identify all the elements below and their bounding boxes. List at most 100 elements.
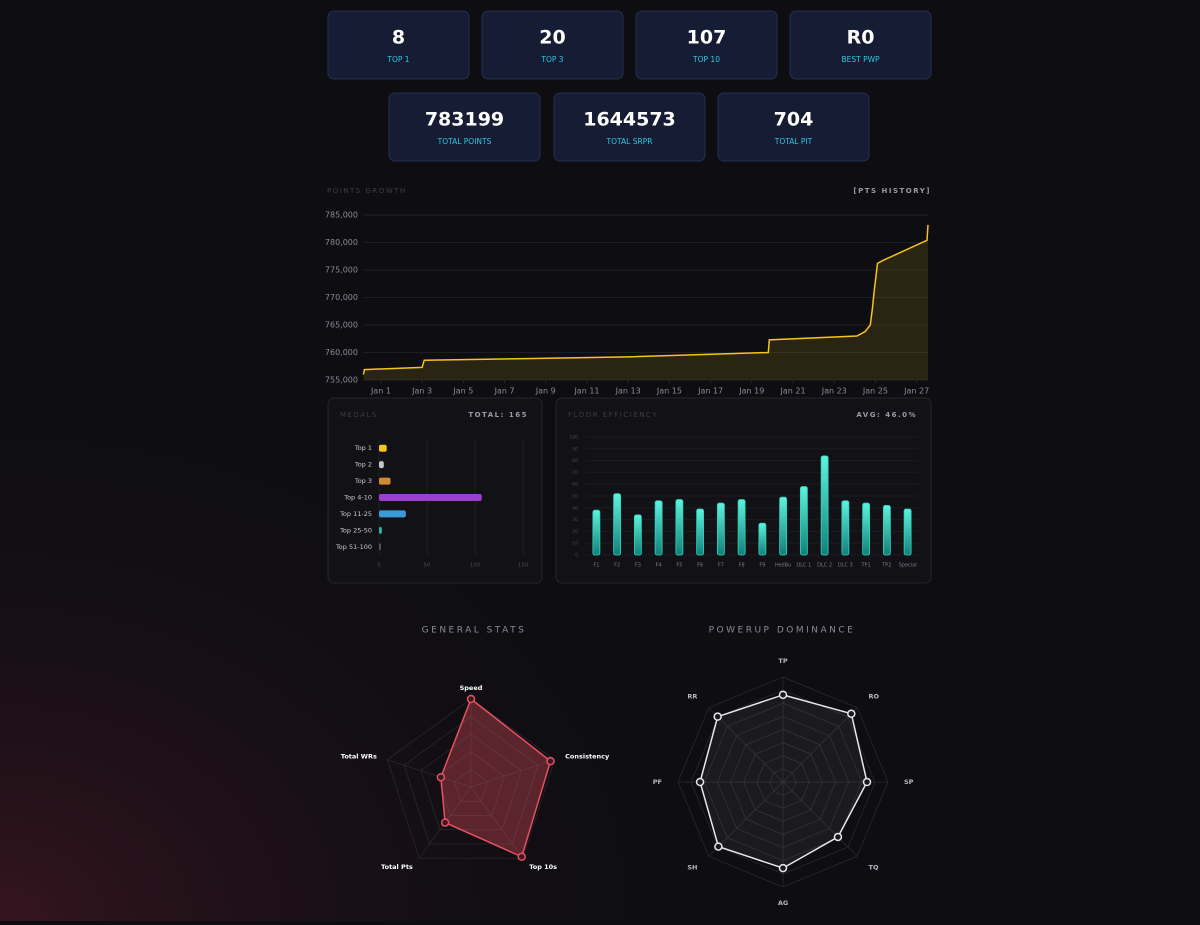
radar-point (778, 863, 788, 873)
x-tick-label: Special (899, 563, 917, 569)
stat-value: 1644573 (583, 109, 676, 131)
radar-point (546, 756, 555, 766)
x-tick-label: TP2 (881, 563, 891, 569)
y-tick-label: 0 (575, 553, 578, 559)
x-tick-label: Jan 15 (656, 387, 682, 396)
x-tick-label: Jan 27 (903, 387, 929, 396)
stat-value: 107 (687, 27, 727, 49)
bar (882, 505, 891, 556)
bar (758, 522, 767, 556)
y-tick-label: 70 (572, 470, 578, 476)
chart-title: MEDALS (340, 411, 378, 419)
bar (841, 500, 850, 556)
chart-subtitle: [PTS HISTORY] (853, 187, 931, 195)
x-tick-label: F1 (593, 563, 599, 569)
y-tick-label: Top 25-50 (339, 526, 372, 534)
radar-grid (453, 768, 489, 802)
x-tick-label: DLC 2 (817, 563, 832, 569)
y-tick-label: 50 (572, 494, 578, 500)
x-tick-label: HellBu (775, 563, 791, 569)
y-tick-label: 775,000 (325, 266, 358, 275)
y-tick-label: 785,000 (325, 211, 358, 220)
x-tick-label: Jan 23 (821, 387, 847, 396)
axis-label: Consistency (565, 752, 610, 760)
x-tick-label: Jan 9 (535, 387, 556, 396)
radar-axis (782, 707, 858, 783)
y-tick-label: Top 51-100 (335, 543, 372, 551)
chart-subtitle: AVG: 46.0% (856, 411, 917, 419)
y-tick-label: Top 1 (354, 444, 372, 452)
bar (799, 486, 808, 556)
x-tick-label: F2 (614, 563, 620, 569)
x-tick-label: F6 (697, 563, 703, 569)
stat-card (553, 92, 706, 162)
stat-label: TOP 3 (540, 55, 563, 64)
stat-value: 783199 (425, 109, 504, 131)
x-tick-label: 0 (377, 563, 381, 569)
bar (379, 543, 381, 551)
y-tick-label: 770,000 (325, 293, 358, 302)
x-tick-label: Jan 13 (615, 387, 641, 396)
x-tick-label: F4 (656, 563, 662, 569)
radar-axis (387, 759, 472, 788)
y-tick-label: 755,000 (325, 376, 358, 385)
stat-label: TOTAL SRPR (606, 137, 653, 146)
y-tick-label: 80 (572, 458, 578, 464)
stat-value: 20 (539, 27, 565, 49)
x-tick-label: F5 (676, 563, 682, 569)
bar (379, 477, 391, 485)
chart-title: FLOOR EFFICIENCY (568, 411, 658, 419)
y-tick-label: Top 11-25 (339, 510, 372, 518)
area (363, 224, 928, 380)
y-tick-label: Top 4-10 (343, 494, 372, 502)
radar-point (714, 842, 723, 851)
axis-label: TP (778, 657, 787, 665)
bar (379, 444, 387, 452)
y-tick-label: 10 (572, 541, 578, 547)
y-tick-label: 765,000 (325, 321, 358, 330)
x-tick-label: Jan 25 (862, 387, 888, 396)
stat-label: TOP 1 (386, 55, 409, 64)
x-tick-label: 100 (470, 563, 481, 569)
bar (379, 461, 384, 469)
chart-subtitle: TOTAL: 165 (468, 411, 528, 419)
axis-label: RO (869, 692, 880, 700)
stat-card (481, 10, 624, 80)
bar (633, 514, 642, 556)
x-tick-label: F9 (759, 563, 765, 569)
x-tick-label: DLC 1 (796, 563, 811, 569)
x-tick-label: 150 (518, 563, 529, 569)
x-tick-label: F8 (739, 563, 745, 569)
x-tick-label: Jan 1 (370, 387, 391, 396)
x-tick-label: Jan 21 (780, 387, 806, 396)
x-tick-label: TP1 (860, 563, 870, 569)
bar (779, 496, 788, 556)
radar-point (847, 709, 856, 718)
axis-label: Speed (460, 684, 483, 692)
stat-label: BEST PWP (841, 55, 880, 64)
axis-label: Top 10s (529, 863, 557, 871)
y-tick-label: Top 2 (354, 461, 372, 469)
bar (379, 494, 482, 501)
axis-label: RR (687, 692, 697, 700)
stat-value: R0 (847, 27, 875, 49)
chart-title: POWERUP DOMINANCE (709, 626, 856, 636)
stat-card (388, 92, 541, 162)
radar-point (466, 694, 476, 704)
stat-label: TOP 10 (692, 55, 720, 64)
chart-title: GENERAL STATS (422, 626, 527, 636)
stat-card (327, 10, 470, 80)
bar (613, 493, 622, 556)
radar-area (440, 697, 552, 858)
y-tick-label: 60 (572, 482, 578, 488)
y-tick-label: 20 (572, 529, 578, 535)
axis-label: SP (904, 778, 914, 786)
y-tick-label: 40 (572, 505, 578, 511)
y-tick-label: 100 (569, 435, 578, 441)
radar-axis (470, 786, 524, 859)
radar-point (713, 712, 722, 721)
chart-title: POINTS GROWTH (327, 187, 407, 195)
radar-point (862, 777, 872, 787)
